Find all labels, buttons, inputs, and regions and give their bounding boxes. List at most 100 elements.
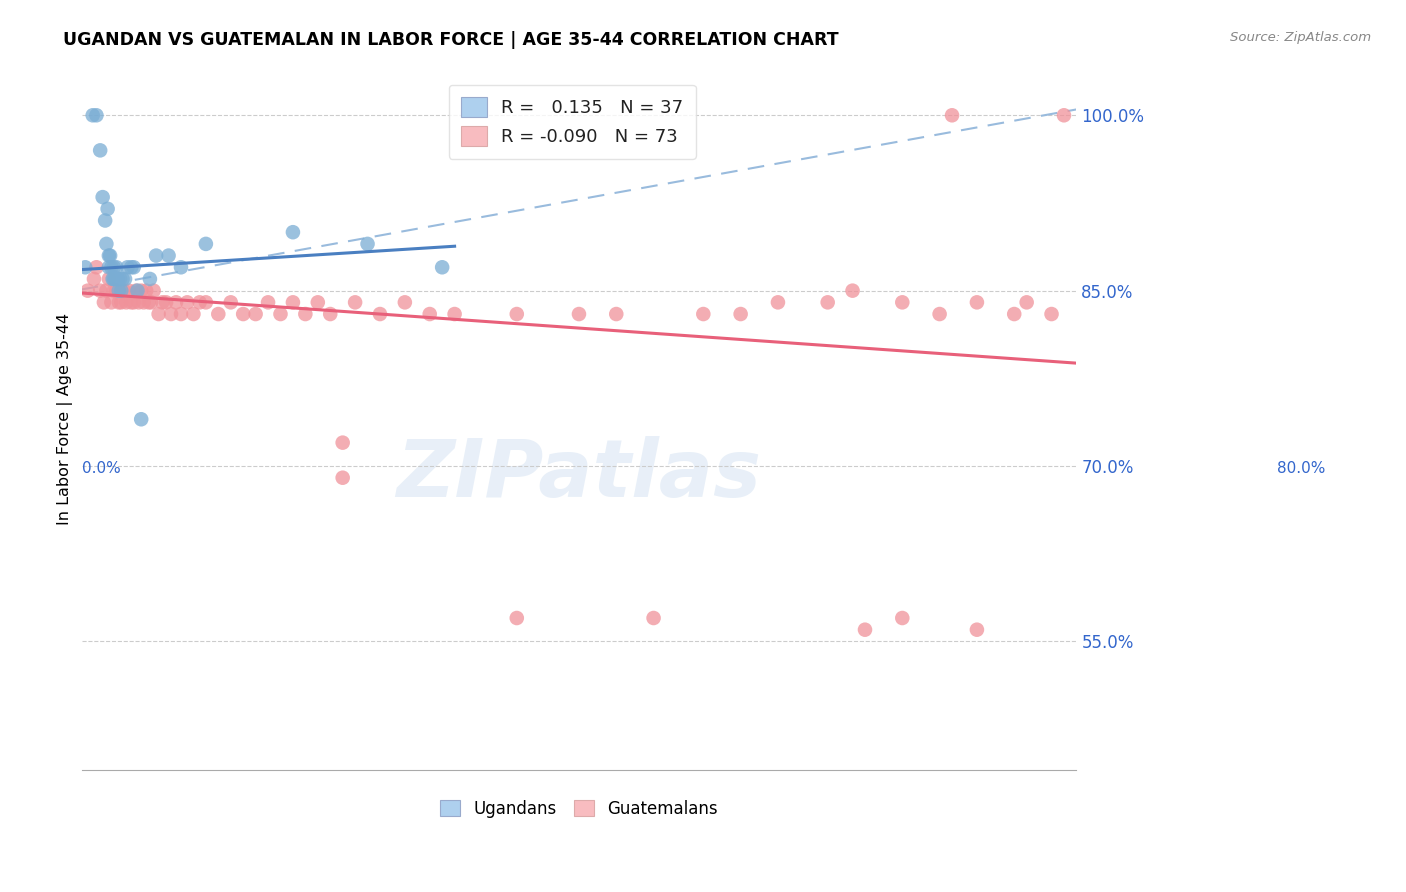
Point	[157, 249, 180, 263]
Point	[103, 284, 125, 298]
Point	[96, 284, 118, 298]
Point	[568, 307, 591, 321]
Point	[100, 295, 122, 310]
Point	[176, 295, 198, 310]
Point	[115, 295, 138, 310]
Point	[394, 295, 416, 310]
Point	[76, 284, 98, 298]
Point	[108, 295, 131, 310]
Point	[103, 260, 125, 275]
Point	[281, 225, 304, 239]
Point	[135, 284, 157, 298]
Point	[75, 260, 97, 275]
Point	[96, 236, 118, 251]
Point	[94, 213, 117, 227]
Point	[165, 295, 187, 310]
Point	[120, 260, 142, 275]
Point	[86, 260, 108, 275]
Point	[443, 307, 465, 321]
Point	[319, 307, 342, 321]
Point	[89, 284, 111, 298]
Point	[941, 108, 963, 122]
Point	[103, 272, 125, 286]
Point	[605, 307, 627, 321]
Text: UGANDAN VS GUATEMALAN IN LABOR FORCE | AGE 35-44 CORRELATION CHART: UGANDAN VS GUATEMALAN IN LABOR FORCE | A…	[63, 31, 839, 49]
Point	[83, 272, 105, 286]
Text: Source: ZipAtlas.com: Source: ZipAtlas.com	[1230, 31, 1371, 45]
Point	[110, 284, 132, 298]
Point	[97, 249, 120, 263]
Point	[194, 236, 217, 251]
Point	[86, 108, 108, 122]
Point	[105, 284, 128, 298]
Point	[1002, 307, 1025, 321]
Point	[368, 307, 391, 321]
Point	[1015, 295, 1038, 310]
Point	[853, 623, 876, 637]
Point	[132, 295, 155, 310]
Point	[188, 295, 211, 310]
Point	[105, 272, 128, 286]
Point	[730, 307, 752, 321]
Point	[108, 284, 131, 298]
Point	[1040, 307, 1063, 321]
Point	[160, 307, 183, 321]
Point	[506, 611, 529, 625]
Point	[1053, 108, 1076, 122]
Point	[129, 412, 152, 426]
Point	[281, 295, 304, 310]
Text: 0.0%: 0.0%	[82, 461, 121, 476]
Y-axis label: In Labor Force | Age 35-44: In Labor Force | Age 35-44	[58, 313, 73, 525]
Point	[101, 272, 124, 286]
Point	[117, 260, 139, 275]
Point	[891, 611, 914, 625]
Point	[150, 295, 173, 310]
Point	[356, 236, 378, 251]
Point	[97, 260, 120, 275]
Point	[139, 272, 162, 286]
Point	[100, 260, 122, 275]
Point	[766, 295, 789, 310]
Point	[107, 272, 129, 286]
Point	[966, 623, 988, 637]
Point	[142, 284, 165, 298]
Point	[148, 307, 170, 321]
Point	[111, 272, 134, 286]
Point	[110, 295, 132, 310]
Point	[122, 260, 145, 275]
Point	[207, 307, 229, 321]
Point	[219, 295, 242, 310]
Point	[643, 611, 665, 625]
Point	[122, 295, 145, 310]
Point	[104, 272, 127, 286]
Point	[269, 307, 291, 321]
Point	[245, 307, 267, 321]
Legend: Ugandans, Guatemalans: Ugandans, Guatemalans	[433, 794, 724, 825]
Point	[966, 295, 988, 310]
Point	[155, 295, 177, 310]
Point	[506, 307, 529, 321]
Point	[91, 190, 114, 204]
Point	[108, 272, 131, 286]
Point	[344, 295, 367, 310]
Point	[928, 307, 950, 321]
Point	[257, 295, 280, 310]
Point	[120, 295, 142, 310]
Point	[817, 295, 839, 310]
Point	[294, 307, 316, 321]
Text: 80.0%: 80.0%	[1277, 461, 1324, 476]
Point	[141, 295, 163, 310]
Point	[332, 435, 354, 450]
Point	[170, 260, 193, 275]
Point	[105, 260, 128, 275]
Point	[129, 284, 152, 298]
Point	[93, 295, 115, 310]
Point	[138, 295, 160, 310]
Point	[125, 284, 148, 298]
Point	[841, 284, 863, 298]
Point	[332, 471, 354, 485]
Point	[170, 307, 193, 321]
Point	[419, 307, 441, 321]
Text: ZIPatlas: ZIPatlas	[396, 436, 762, 515]
Point	[127, 284, 149, 298]
